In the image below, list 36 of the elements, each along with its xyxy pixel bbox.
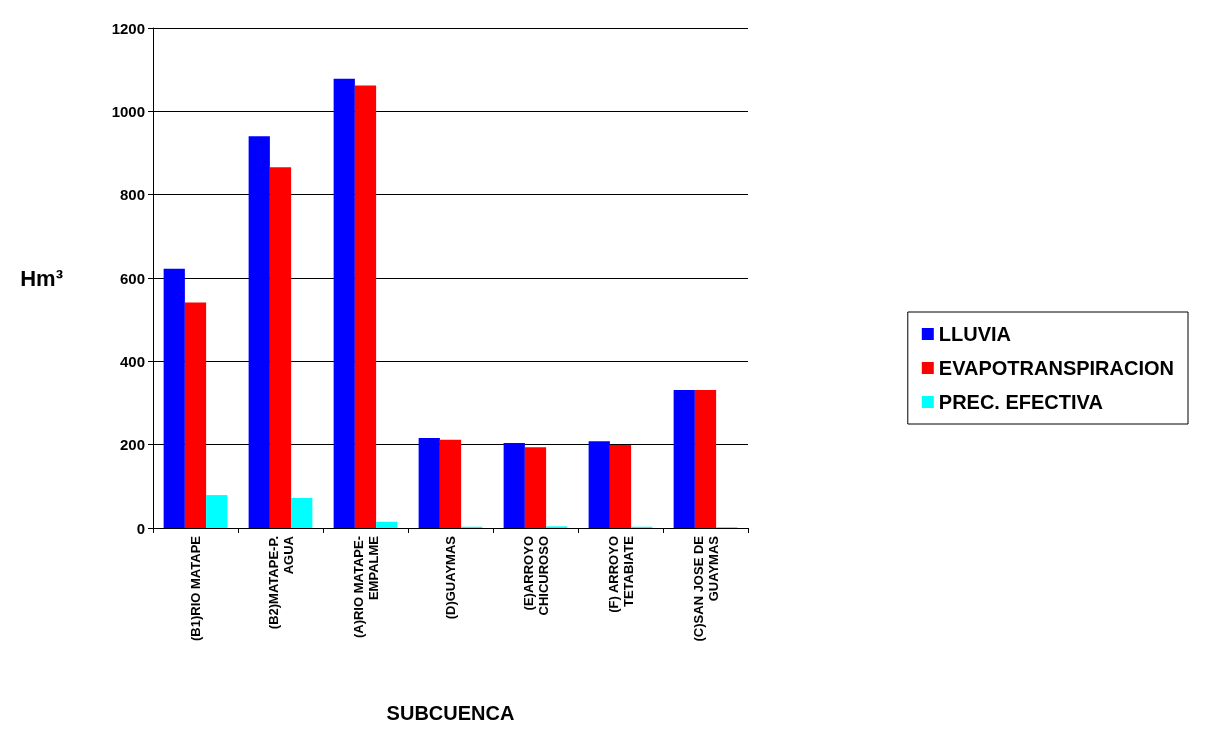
y-tick-label: 1200 — [111, 19, 145, 37]
y-axis-title: Hm³ — [20, 265, 63, 291]
x-tick-label: (F) ARROYO TETABIATE — [605, 535, 636, 613]
x-axis-title: SUBCUENCA — [386, 702, 515, 724]
bar — [333, 78, 355, 528]
legend-label: PREC. EFECTIVA — [938, 391, 1103, 413]
y-tick-label: 0 — [136, 519, 145, 537]
x-tick-label: (D)GUAYMAS — [443, 535, 458, 620]
bar — [673, 390, 695, 528]
y-tick-label: 400 — [119, 352, 145, 370]
bar — [588, 441, 610, 528]
y-tick-label: 200 — [119, 436, 145, 454]
bar — [354, 85, 377, 528]
y-tick-label: 600 — [119, 269, 145, 287]
bar — [503, 443, 525, 528]
y-tick-label: 1000 — [111, 102, 145, 120]
bar — [291, 498, 313, 528]
x-tick-label: (B1)RIO MATAPE — [188, 535, 203, 641]
x-tick-label: (A)RIO MATAPE-EMPALME — [350, 535, 381, 639]
bar — [694, 390, 717, 528]
bar — [524, 447, 547, 528]
bar — [163, 268, 185, 528]
legend-label: LLUVIA — [938, 323, 1012, 345]
bar — [439, 439, 462, 528]
bar — [248, 136, 270, 528]
bar — [184, 302, 207, 528]
x-tick-label: (C)SAN JOSE DE GUAYMAS — [690, 535, 721, 642]
x-tick-label: (E)ARROYO CHICUROSO — [520, 536, 551, 616]
y-tick-label: 800 — [119, 186, 145, 204]
bar — [609, 445, 632, 528]
bar — [418, 438, 440, 528]
bar — [269, 167, 292, 528]
x-tick-label: (B2)MATAPE-P. AGUA — [265, 535, 296, 630]
bar — [206, 495, 228, 528]
bar — [376, 521, 398, 528]
legend-label: EVAPOTRANSPIRACION — [938, 357, 1175, 379]
